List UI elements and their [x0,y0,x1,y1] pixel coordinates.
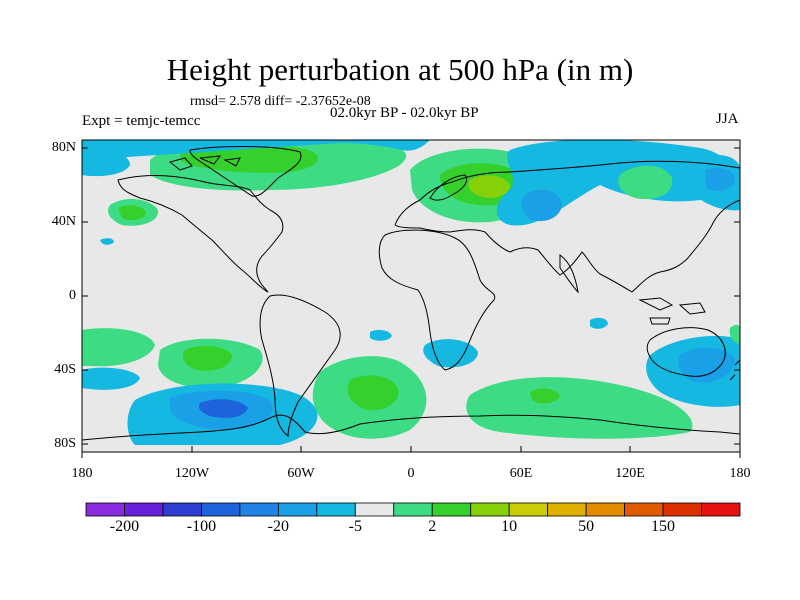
coast-africa [378,229,496,371]
colorbar [85,502,741,517]
anomaly-south-africa-negative [423,339,478,368]
lat-label: 40S [54,362,76,377]
colorbar-tick-label: -200 [109,518,140,535]
colorbar-swatch [162,502,202,517]
colorbar-swatch [354,502,395,517]
colorbar-swatch [624,502,664,517]
anomaly-south-atlantic-strong [347,375,399,411]
lat-ticks [82,147,740,445]
anomaly-small-blue-3 [590,317,608,329]
coast-australia [646,327,726,377]
colorbar-tick-label: -5 [348,518,362,535]
colorbar-swatch [124,502,164,517]
map-field [82,140,740,452]
colorbar-swatch [431,502,472,517]
anomaly-indian-ocean-strong [530,388,560,404]
coast-south-america [259,294,341,438]
lon-label: 60W [287,466,315,481]
anomaly-midpacific-strong [118,205,146,220]
lon-label: 180 [729,466,751,481]
anomaly-west-south-pacific-positive [82,328,155,367]
lon-label: 60E [509,466,533,481]
anomaly-south-pacific-strong [183,345,232,371]
anomaly-small-blue-2 [370,329,392,341]
colorbar-swatch [277,502,318,517]
coast-new-zealand [729,359,740,381]
season-label: JJA [716,111,739,127]
lat-label: 0 [69,288,76,303]
anomaly-arctic-west-negative [82,147,130,177]
colorbar-swatch [662,502,702,517]
coast-eurasia [394,160,740,293]
coast-india [559,254,579,294]
anomaly-siberia-core [521,189,562,222]
colorbar-tick-label: 50 [578,518,595,535]
anomaly-indian-ocean-positive [466,377,693,439]
anomaly-npacific-core [705,168,735,192]
lat-label: 80S [54,436,76,451]
coast-north-america [117,175,284,293]
lon-label: 120E [615,466,645,481]
colorbar-swatch [547,502,587,517]
stats-line: rmsd= 2.578 diff= -2.37652e-08 [190,94,371,109]
map-title: Height perturbation at 500 hPa (in m) [166,52,634,87]
colorbar-swatch [508,502,549,517]
colorbar-swatch [85,502,125,517]
anomaly-small-south-blue [82,367,140,390]
lon-ticks [81,446,741,458]
coastlines [82,145,740,441]
colorbar-swatch [585,502,625,517]
lon-label: 0 [407,466,415,481]
colorbar-swatch [701,502,741,517]
colorbar-swatch [239,502,279,517]
lat-label: 40N [51,214,76,229]
colorbar-swatch [316,502,356,517]
colorbar-tick-label: -100 [186,518,217,535]
coast-greenland [189,145,302,197]
lat-label: 80N [51,140,76,155]
anomaly-southeast-pacific-peak [198,399,248,418]
colorbar-swatch [470,502,510,517]
colorbar-tick-label: 150 [651,518,676,535]
anomaly-australia-south-core [678,347,735,383]
anomaly-north-atlantic-negative [82,140,430,160]
coast-scandinavia [429,174,467,201]
lon-label: 120W [174,466,210,481]
period-label: 02.0kyr BP - 02.0kyr BP [330,105,479,121]
coast-antarctica [82,414,740,441]
anomaly-east-asia-positive [618,165,673,200]
colorbar-swatch [201,502,241,517]
experiment-label: Expt = temjc-temcc [82,113,201,129]
coast-sea-islands [638,297,706,325]
anomaly-small-east-positive [729,324,740,344]
colorbar-tick-label: -20 [267,518,289,535]
colorbar-tick-label: 10 [501,518,518,535]
coast-arctic-islands [168,155,241,171]
anomaly-europe-peak [468,175,510,198]
colorbar-tick-label: 2 [428,518,437,535]
colorbar-swatch [393,502,433,517]
anomaly-small-blue-1 [100,238,114,245]
lon-label: 180 [71,466,93,481]
